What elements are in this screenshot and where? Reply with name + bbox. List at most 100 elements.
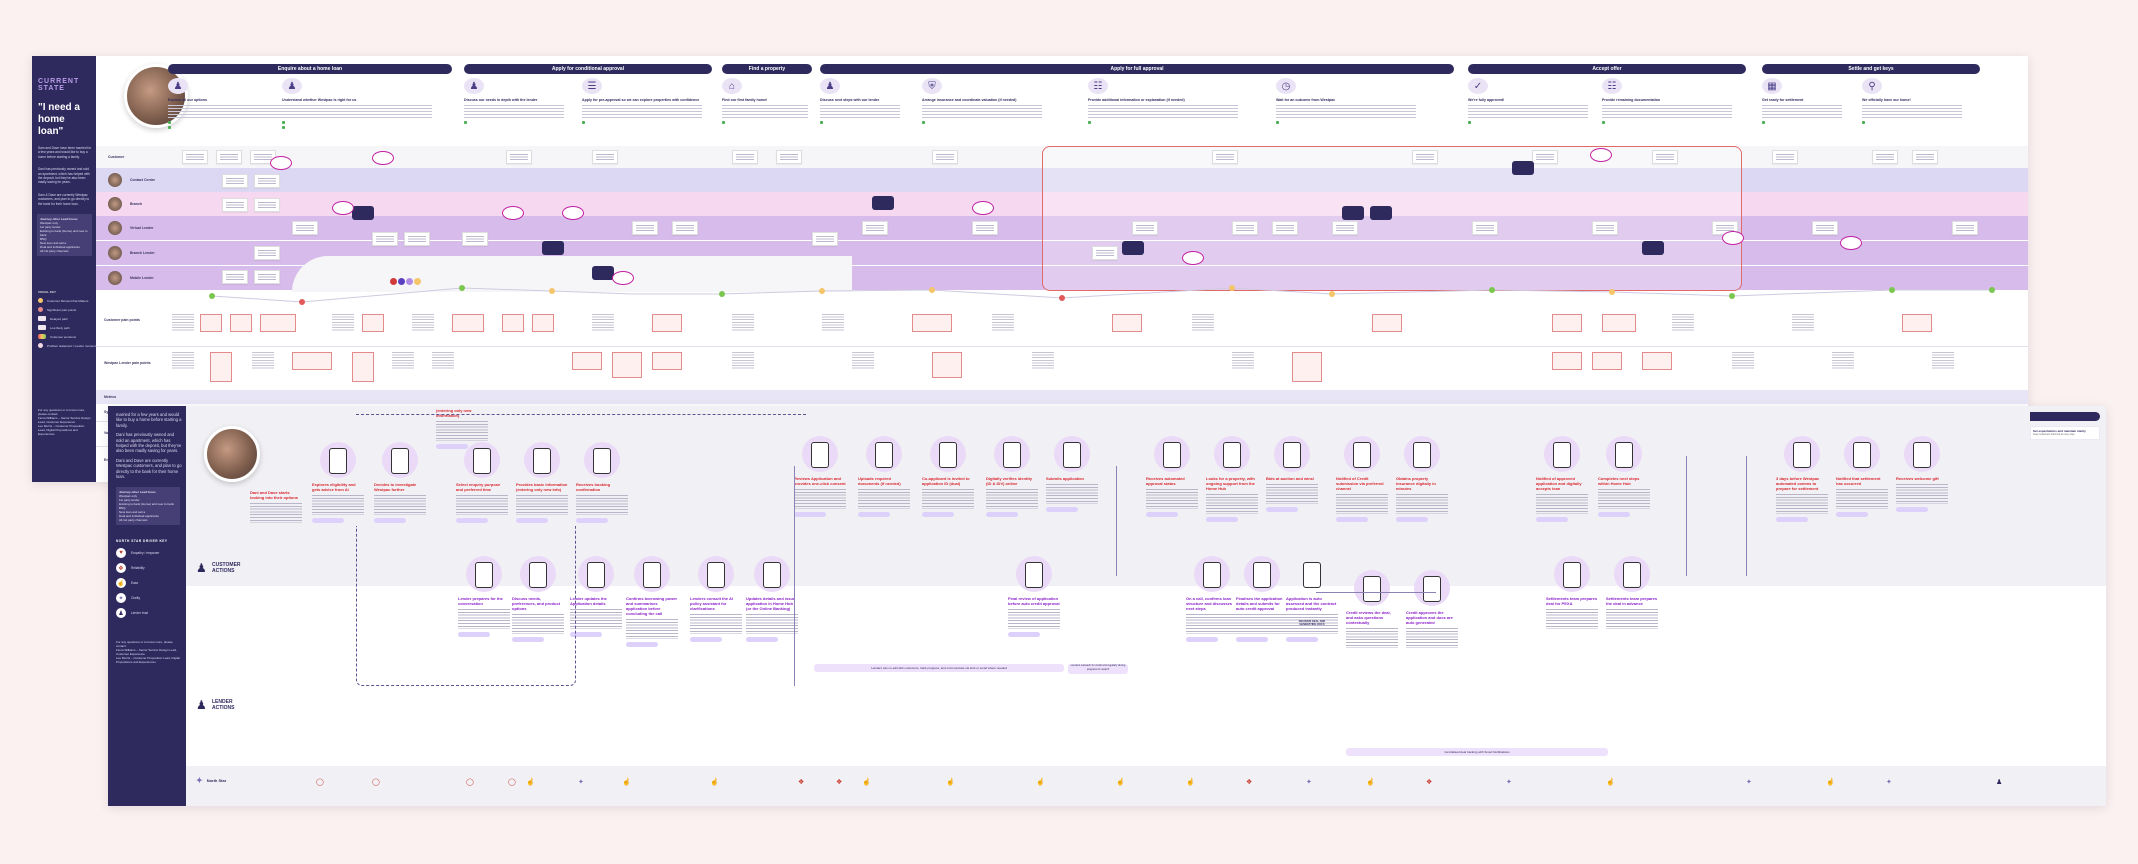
invite-illustration-icon — [930, 436, 966, 472]
action-tag[interactable] — [1146, 512, 1178, 517]
action-tag[interactable] — [458, 632, 490, 637]
action-tag[interactable] — [516, 518, 548, 523]
lender-action-card: Confirms borrowing power and summarises … — [626, 556, 678, 647]
action-tag[interactable] — [576, 518, 608, 523]
stage-full-approval: Apply for full approval — [820, 64, 1454, 74]
principle-card: Set expectations and maintain clarity Ke… — [2030, 426, 2100, 440]
action-tag[interactable] — [1396, 517, 1428, 522]
action-tag[interactable] — [1046, 507, 1078, 512]
action-tag[interactable] — [436, 444, 468, 449]
check-item — [1088, 121, 1238, 124]
channel-dot-icon — [406, 278, 413, 285]
action-title: Uploads required documents (if needed) — [858, 476, 901, 486]
action-tag[interactable] — [312, 518, 344, 523]
step-title: Understand whether Westpac is right for … — [282, 98, 357, 102]
emotion-curve — [209, 285, 1995, 305]
action-tag[interactable] — [1008, 632, 1040, 637]
step-description — [1862, 105, 1962, 119]
customer-action-card: 3 days before Westpac automated comms to… — [1776, 436, 1828, 522]
action-tag[interactable] — [456, 518, 488, 523]
journey-step: ☷ Provide additional information or expla… — [1088, 78, 1238, 124]
flow-card — [182, 150, 208, 164]
persona-paragraph: married for a few years and would like t… — [116, 412, 182, 428]
action-tag[interactable] — [690, 637, 722, 642]
contact-person: Fiona Williams – Senior Service Design L… — [38, 416, 91, 425]
action-title: Updates details and issue application in… — [746, 596, 796, 611]
customer-action-card: Notified that settlement has occurred — [1836, 436, 1888, 517]
lender-icon: ♟ — [196, 698, 207, 712]
action-tag[interactable] — [794, 512, 826, 517]
step-title: Provide additional information or explan… — [1088, 98, 1185, 102]
journey-focus-title: Journey other Lead focus — [119, 490, 156, 495]
journey-focus-item: New loan and sell a — [119, 510, 146, 515]
thumbs-up-icon: ☝ — [710, 779, 719, 786]
action-tag[interactable] — [858, 512, 890, 517]
action-title: Completes next steps within Home Hub — [1598, 476, 1640, 486]
clock-icon: ◷ — [1276, 78, 1296, 94]
action-tag[interactable] — [746, 637, 778, 642]
journey-focus-item: Westpac only — [119, 494, 137, 499]
journey-focus-item: Dual and individual applicants — [119, 514, 159, 519]
action-tag[interactable] — [1536, 517, 1568, 522]
flow-card — [592, 150, 618, 164]
action-tag[interactable] — [626, 642, 658, 647]
stage-enquire: Enquire about a home loan — [168, 64, 452, 74]
check-icon — [722, 121, 725, 124]
step-title: We officially have our home! — [1862, 98, 1911, 102]
action-tag[interactable] — [986, 512, 1018, 517]
legend-item: Delayed path — [38, 316, 96, 322]
action-title: Credit approves the application and docs… — [1406, 610, 1453, 625]
action-description — [1776, 494, 1828, 514]
north-star-key-item: ☝ Ease — [116, 578, 186, 589]
action-tag[interactable] — [512, 637, 544, 642]
action-tag[interactable] — [1236, 637, 1268, 642]
lender-action-card: Final review of application before auto … — [1008, 556, 1060, 637]
journey-focus-item: Westpac only — [40, 221, 58, 226]
action-tag[interactable] — [1186, 637, 1218, 642]
contact-person: Fiona Williams – Senior Service Design L… — [116, 648, 177, 657]
verify-id-illustration-icon — [994, 436, 1030, 472]
journey-focus-title: Journey other Lead Focus — [40, 217, 78, 222]
action-tag[interactable] — [1286, 637, 1318, 642]
lender-action-card: Lenders consult the AI policy assistant … — [690, 556, 742, 642]
phone-illustration-icon — [802, 436, 838, 472]
action-title: Lender prepares for the conversation — [458, 596, 503, 606]
board-kicker: CURRENT STATE — [38, 78, 80, 92]
north-star-footer — [186, 766, 2106, 806]
form-illustration-icon — [578, 556, 614, 592]
journey-focus-item: All 1st party channels — [40, 249, 69, 254]
action-description — [1606, 609, 1658, 629]
action-tag[interactable] — [1836, 512, 1868, 517]
action-tag[interactable] — [570, 632, 602, 637]
contact-info: For any questions or to know more, pleas… — [116, 640, 182, 664]
action-tag[interactable] — [922, 512, 954, 517]
action-tag[interactable] — [1896, 507, 1928, 512]
action-tag[interactable] — [1336, 517, 1368, 522]
action-tag[interactable] — [1206, 517, 1238, 522]
heart-icon: ◯ — [508, 779, 516, 786]
flow-connector — [1746, 456, 1747, 576]
action-description — [1546, 609, 1598, 629]
flow-card — [222, 270, 248, 284]
step-description — [464, 105, 564, 119]
action-tag[interactable] — [1776, 517, 1808, 522]
shield-icon: ⛨ — [922, 78, 942, 94]
action-tag[interactable] — [374, 518, 406, 523]
action-title: Co-applicant is invited to application I… — [922, 476, 970, 486]
future-state-board: married for a few years and would like t… — [108, 406, 2106, 806]
action-tag[interactable] — [1266, 507, 1298, 512]
action-description — [512, 614, 564, 634]
action-tag[interactable] — [1598, 512, 1630, 517]
check-item — [582, 121, 702, 124]
flow-card — [292, 221, 318, 235]
action-description — [1836, 489, 1888, 509]
flow-card — [1332, 221, 1358, 235]
sparkle-icon: ✦ — [196, 776, 203, 785]
avatar — [108, 221, 122, 235]
journey-step: ☰ Apply for pre-approval so we can explor… — [582, 78, 702, 124]
lender-pain-card — [652, 352, 682, 370]
lifebuoy-icon: ❖ — [798, 779, 805, 786]
lender-pain-card — [1292, 352, 1322, 382]
journey-focus-item: BNQ — [119, 506, 126, 511]
check-item — [922, 121, 1042, 124]
